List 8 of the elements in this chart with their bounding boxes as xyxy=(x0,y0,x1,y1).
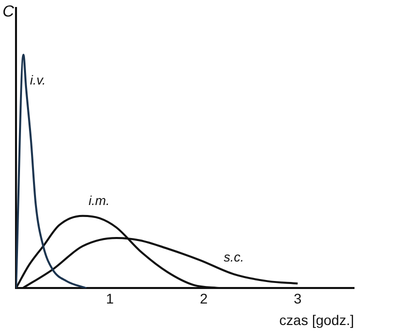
x-tick-label: 1 xyxy=(106,290,114,306)
x-tick-label: 3 xyxy=(294,290,302,306)
y-axis-title: C xyxy=(2,3,14,20)
series-label: i.v. xyxy=(30,72,46,88)
x-tick-label: 2 xyxy=(200,290,208,306)
series-label: i.m. xyxy=(88,192,110,208)
series-label: s.c. xyxy=(224,249,244,264)
x-axis-title: czas [godz.] xyxy=(279,312,354,328)
